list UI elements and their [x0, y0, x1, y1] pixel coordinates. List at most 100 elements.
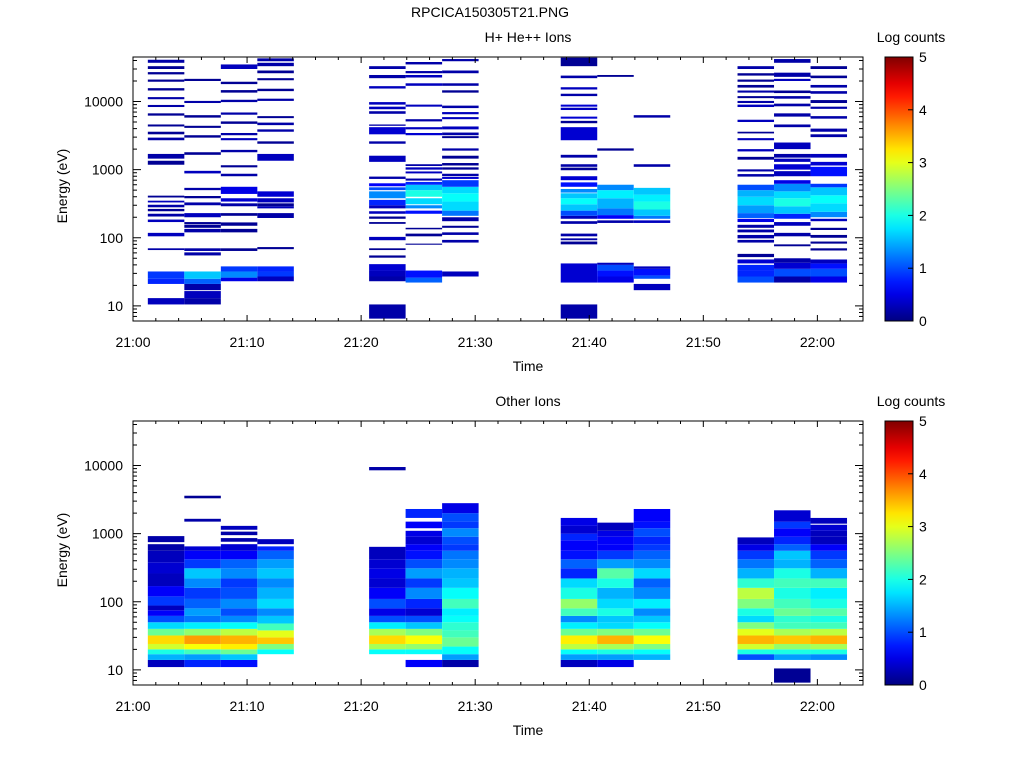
- heatmap-cell: [220, 531, 258, 536]
- y-tick-label: 100: [100, 594, 124, 610]
- colorbar: 0 1 2 3 4 5 Log counts: [877, 393, 946, 693]
- heatmap-cell: [369, 111, 406, 114]
- heatmap-cell: [369, 86, 406, 89]
- heatmap-cell: [369, 248, 406, 251]
- heatmap-cell: [405, 62, 443, 65]
- heatmap-cell: [257, 615, 294, 624]
- heatmap-cell: [184, 546, 221, 551]
- heatmap-cell: [737, 138, 775, 141]
- heatmap-cell: [810, 66, 848, 69]
- heatmap-cell: [810, 248, 848, 251]
- heatmap-cell: [737, 213, 775, 218]
- heatmap-cell: [597, 522, 634, 531]
- heatmap-cell: [405, 587, 443, 599]
- heatmap-cell: [810, 276, 848, 283]
- heatmap-cell: [597, 215, 634, 219]
- heatmap-cell: [774, 206, 811, 214]
- heatmap-cell: [220, 248, 258, 251]
- heatmap-cell: [560, 164, 598, 167]
- heatmap-cell: [257, 191, 294, 197]
- heatmap-cell: [147, 113, 185, 116]
- heatmap-cell: [442, 598, 479, 609]
- heatmap-cell: [737, 190, 775, 197]
- heatmap-cell: [184, 495, 221, 499]
- heatmap-cell: [560, 622, 598, 629]
- heatmap-cell: [774, 72, 811, 77]
- heatmap-cell: [442, 176, 479, 179]
- heatmap-cell: [405, 184, 443, 191]
- heatmap-cell: [257, 213, 294, 218]
- heatmap-cell: [774, 153, 811, 158]
- heatmap-cell: [774, 528, 811, 537]
- heatmap-cell: [405, 83, 443, 86]
- x-axis-label: Time: [513, 722, 544, 738]
- x-tick-label: 21:50: [686, 334, 721, 350]
- heatmap-cell: [737, 96, 775, 99]
- heatmap-cell: [405, 608, 443, 616]
- heatmap-cell: [369, 205, 406, 209]
- heatmap-cell: [257, 266, 294, 272]
- heatmap-cell: [442, 608, 479, 616]
- colorbar-tick-label: 4: [919, 466, 927, 482]
- heatmap-cell: [405, 74, 443, 78]
- heatmap-cell: [147, 97, 185, 100]
- heatmap-cell: [442, 70, 479, 74]
- heatmap-cell: [147, 596, 185, 606]
- colorbar: 0 1 2 3 4 5 Log counts: [877, 29, 946, 329]
- heatmap-cell: [220, 138, 258, 141]
- heatmap-cell: [774, 78, 811, 81]
- heatmap-cell: [369, 236, 406, 241]
- colorbar-tick-label: 5: [919, 49, 927, 65]
- heatmap-cell: [560, 263, 598, 283]
- x-tick-label: 21:10: [230, 334, 265, 350]
- heatmap-cell: [737, 587, 775, 599]
- heatmap-cell: [220, 213, 258, 216]
- heatmap-cell: [560, 559, 598, 569]
- heatmap-cell: [147, 610, 185, 616]
- heatmap-cell: [147, 544, 185, 551]
- heatmap-cell: [560, 188, 598, 193]
- heatmap-cell: [147, 643, 185, 650]
- heatmap-cell: [442, 637, 479, 647]
- heatmap-cells: [147, 57, 848, 319]
- heatmap-cell: [737, 184, 775, 191]
- heatmap-cell: [442, 659, 479, 668]
- heatmap-cell: [220, 587, 258, 599]
- heatmap-cell: [405, 559, 443, 569]
- heatmap-cell: [810, 643, 848, 650]
- heatmap-cell: [442, 521, 479, 529]
- heatmap-cell: [369, 578, 406, 588]
- heatmap-cell: [633, 628, 671, 636]
- heatmap-cell: [737, 578, 775, 588]
- heatmap-cell: [737, 90, 775, 93]
- heatmap-cell: [810, 187, 848, 196]
- heatmap-cell: [220, 228, 258, 233]
- heatmap-cell: [560, 193, 598, 199]
- heatmap-cell: [774, 622, 811, 629]
- heatmap-cell: [369, 649, 406, 655]
- heatmap-cell: [560, 533, 598, 541]
- heatmap-cell: [810, 654, 848, 660]
- heatmap-cell: [405, 190, 443, 197]
- heatmap-cell: [633, 528, 671, 537]
- heatmap-cell: [560, 116, 598, 119]
- heatmap-cell: [257, 247, 294, 250]
- heatmap-cell: [560, 241, 598, 245]
- heatmap-cell: [560, 104, 598, 107]
- heatmap-cell: [147, 88, 185, 91]
- heatmap-cell: [810, 234, 848, 238]
- heatmap-cell: [147, 649, 185, 655]
- y-tick-label: 10: [107, 298, 123, 314]
- heatmap-cell: [442, 132, 479, 136]
- heatmap-cell: [257, 587, 294, 599]
- x-tick-label: 21:20: [344, 334, 379, 350]
- heatmap-cell: [405, 132, 443, 136]
- heatmap-cell: [810, 203, 848, 212]
- heatmap-cell: [774, 113, 811, 117]
- heatmap-cell: [597, 568, 634, 579]
- heatmap-cell: [442, 528, 479, 537]
- heatmap-cell: [597, 198, 634, 209]
- heatmap-cell: [147, 605, 185, 611]
- heatmap-cell: [147, 104, 185, 108]
- heatmap-cell: [257, 88, 294, 92]
